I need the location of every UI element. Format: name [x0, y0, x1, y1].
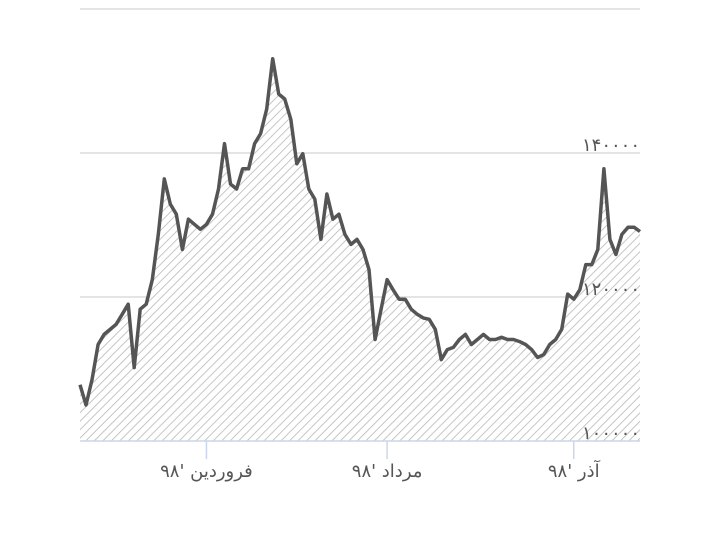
x-tick-label: مرداد '۹۸: [352, 461, 423, 482]
axes: فروردین '۹۸ مرداد '۹۸ آذر '۹۸ ۱۰۰۰۰۰ ۱۲۰۰۰۰ ۱…: [80, 135, 640, 482]
y-tick-label: ۱۴۰۰۰۰: [582, 135, 640, 156]
area-fill: [80, 58, 640, 441]
y-tick-label: ۱۰۰۰۰۰: [582, 423, 640, 444]
x-tick-label: فروردین '۹۸: [160, 461, 253, 482]
area-line: [78, 56, 642, 407]
x-tick-label: آذر '۹۸: [548, 459, 601, 482]
plot: [78, 56, 642, 441]
y-tick-label: ۱۲۰۰۰۰: [582, 279, 640, 300]
